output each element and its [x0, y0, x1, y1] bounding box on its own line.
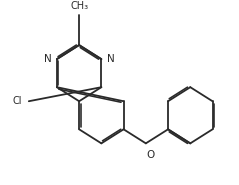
Text: CH₃: CH₃	[70, 1, 88, 11]
Text: N: N	[44, 54, 51, 64]
Text: N: N	[107, 54, 114, 64]
Text: O: O	[146, 150, 155, 160]
Text: Cl: Cl	[12, 96, 22, 106]
